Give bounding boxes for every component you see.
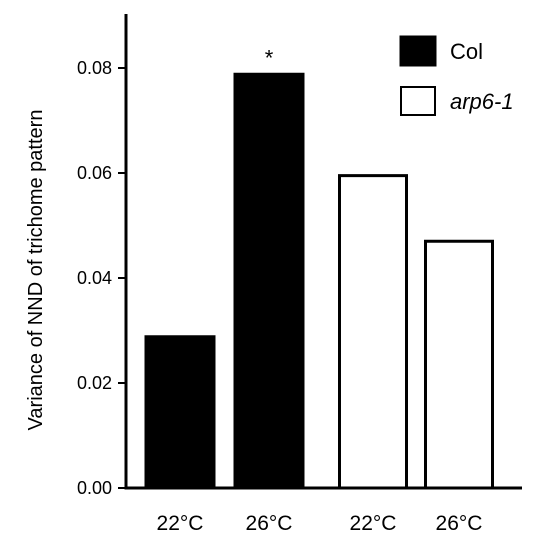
labels: 0.00 0.02 0.04 0.06 0.08 22°C * 26°C 22°C 26°C (77, 45, 483, 535)
x-category-label: 22°C (350, 512, 397, 535)
y-tick-label: 0.08 (77, 58, 112, 78)
bar-3 (338, 174, 408, 490)
bars (144, 72, 494, 490)
legend-swatch-2 (400, 86, 436, 116)
significance-asterisk: * (265, 45, 274, 70)
y-tick-label: 0.00 (77, 478, 112, 498)
legend: Col arp6-1 (399, 35, 514, 116)
x-category-label: 22°C (157, 512, 204, 535)
bar-4 (424, 239, 494, 490)
x-category-label: 26°C (246, 512, 293, 535)
bar-2 (233, 72, 305, 489)
y-tick-label: 0.02 (77, 373, 112, 393)
y-tick-label: 0.06 (77, 163, 112, 183)
y-axis-label: Variance of NND of trichome pattern (25, 110, 47, 431)
x-category-label: 26°C (436, 512, 483, 535)
legend-label-1: Col (450, 39, 483, 64)
bar-1 (144, 335, 216, 489)
legend-label-2: arp6-1 (450, 89, 514, 114)
legend-swatch-1 (399, 35, 437, 67)
y-tick-label: 0.04 (77, 268, 112, 288)
